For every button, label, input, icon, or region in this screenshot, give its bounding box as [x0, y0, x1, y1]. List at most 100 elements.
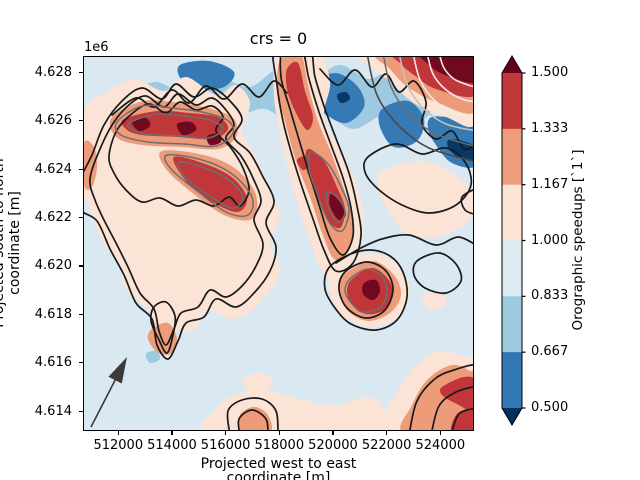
colorbar-segment	[502, 73, 522, 130]
x-axis-label: Projected west to east coordinate [m]	[84, 457, 473, 480]
x-tick-mark	[386, 431, 388, 435]
x-tick-mark	[225, 431, 227, 435]
y-tick-label: 4.614	[34, 403, 72, 419]
terrain-contour-line	[460, 188, 473, 215]
terrain-contour-line	[383, 57, 473, 147]
terrain-contour-line	[338, 261, 394, 319]
y-tick-label: 4.624	[34, 161, 72, 177]
filled-contour-region	[439, 376, 473, 412]
terrain-contour-line	[431, 386, 473, 430]
x-axis-label-line2: coordinate [m]	[226, 469, 331, 480]
terrain-contour-line	[108, 101, 250, 207]
terrain-contour-line	[413, 57, 473, 118]
colorbar-tick-label: 1.167	[531, 176, 569, 192]
y-tick-mark	[79, 265, 83, 267]
filled-contour-region	[329, 193, 347, 221]
y-tick-mark	[79, 362, 83, 364]
terrain-contour-line	[126, 112, 224, 140]
x-tick-label: 514000	[147, 438, 197, 453]
terrain-contour-line	[325, 190, 346, 223]
colorbar-tick-label: 0.500	[531, 400, 569, 415]
plot-title: crs = 0	[249, 29, 308, 48]
colorbar-segment	[502, 184, 522, 242]
terrain-contour-line	[399, 57, 473, 132]
filled-contour-region	[421, 290, 447, 312]
filled-contour-region	[176, 121, 197, 136]
filled-contour-region	[285, 61, 314, 131]
colorbar-tick-label: 0.833	[531, 288, 569, 304]
filled-contour-region	[238, 407, 272, 430]
y-tick-mark	[79, 216, 83, 219]
y-tick-label: 4.616	[34, 355, 72, 371]
y-tick-label: 4.628	[34, 64, 72, 80]
colorbar-segment	[502, 128, 522, 186]
y-tick-mark	[79, 313, 83, 315]
colorbar	[501, 55, 526, 426]
terrain-contour-line	[89, 93, 264, 346]
y-tick-label: 4.618	[34, 306, 72, 322]
terrain-contour-line	[367, 57, 473, 162]
terrain-contour-line	[272, 57, 362, 273]
terrain-contour-line	[114, 104, 235, 148]
y-tick-mark	[79, 410, 83, 412]
x-tick-label: 516000	[200, 438, 251, 453]
terrain-contour-line	[335, 233, 473, 264]
filled-contour-region	[336, 91, 351, 104]
colorbar-under-arrow	[502, 408, 522, 425]
x-tick-label: 522000	[361, 438, 412, 453]
filled-contour-region	[173, 156, 248, 213]
y-tick-mark	[79, 168, 83, 170]
colorbar-segment	[502, 352, 522, 409]
colorbar-label: Orographic speedups [`1`]	[570, 149, 586, 331]
terrain-contour-line	[163, 153, 254, 217]
x-tick-label: 518000	[254, 438, 305, 453]
y-axis-label-line1: Projected south to north	[0, 158, 7, 328]
filled-contour-region	[131, 117, 151, 132]
filled-contour-region	[145, 350, 161, 364]
x-tick-label: 512000	[93, 438, 144, 453]
colorbar-tick-label: 0.667	[531, 344, 569, 360]
terrain-contour-line	[363, 143, 473, 214]
terrain-contour-line	[319, 68, 473, 151]
y-tick-mark	[79, 71, 83, 73]
terrain-contour-line	[226, 397, 279, 430]
terrain-contour-line	[84, 83, 277, 360]
terrain-contour-line	[427, 57, 473, 103]
x-tick-mark	[117, 431, 119, 435]
x-tick-label: 520000	[308, 438, 358, 453]
filled-contour-region	[450, 407, 473, 430]
filled-contour-region	[378, 100, 425, 148]
colorbar-segment	[502, 240, 522, 297]
colorbar-tick-label: 1.000	[531, 232, 569, 248]
colorbar-tick-label: 1.333	[531, 120, 569, 136]
colorbar-over-arrow	[502, 56, 522, 73]
filled-contour-region	[362, 279, 381, 301]
y-tick-label: 4.626	[34, 113, 72, 129]
terrain-contour-line	[451, 407, 473, 430]
terrain-contour-line	[409, 363, 473, 430]
north-arrow-head	[108, 357, 127, 384]
y-axis-offset-text: 1e6	[84, 40, 109, 55]
colorbar-tick-label: 1.500	[531, 65, 569, 80]
terrain-contour-line	[307, 151, 350, 233]
terrain-contour-line	[439, 57, 473, 88]
filled-contour-region	[377, 160, 473, 238]
x-tick-mark	[439, 431, 441, 435]
x-tick-mark	[332, 431, 334, 435]
x-tick-label: 524000	[415, 438, 466, 453]
y-tick-label: 4.622	[34, 210, 72, 226]
filled-contour-region	[206, 133, 222, 146]
terrain-contour-line	[323, 249, 409, 331]
filled-contour-region	[419, 57, 473, 83]
terrain-contour-line	[237, 409, 269, 430]
x-tick-mark	[171, 431, 173, 435]
terrain-contour-line	[412, 252, 463, 295]
terrain-contour-line	[344, 268, 388, 314]
filled-contour-region	[241, 372, 273, 396]
map-svg	[83, 56, 474, 431]
terrain-contour-line	[176, 161, 244, 209]
y-axis-label-line2: coordinate [m]	[7, 191, 23, 295]
terrain-contour-line	[279, 57, 355, 256]
y-tick-label: 4.620	[34, 258, 72, 274]
